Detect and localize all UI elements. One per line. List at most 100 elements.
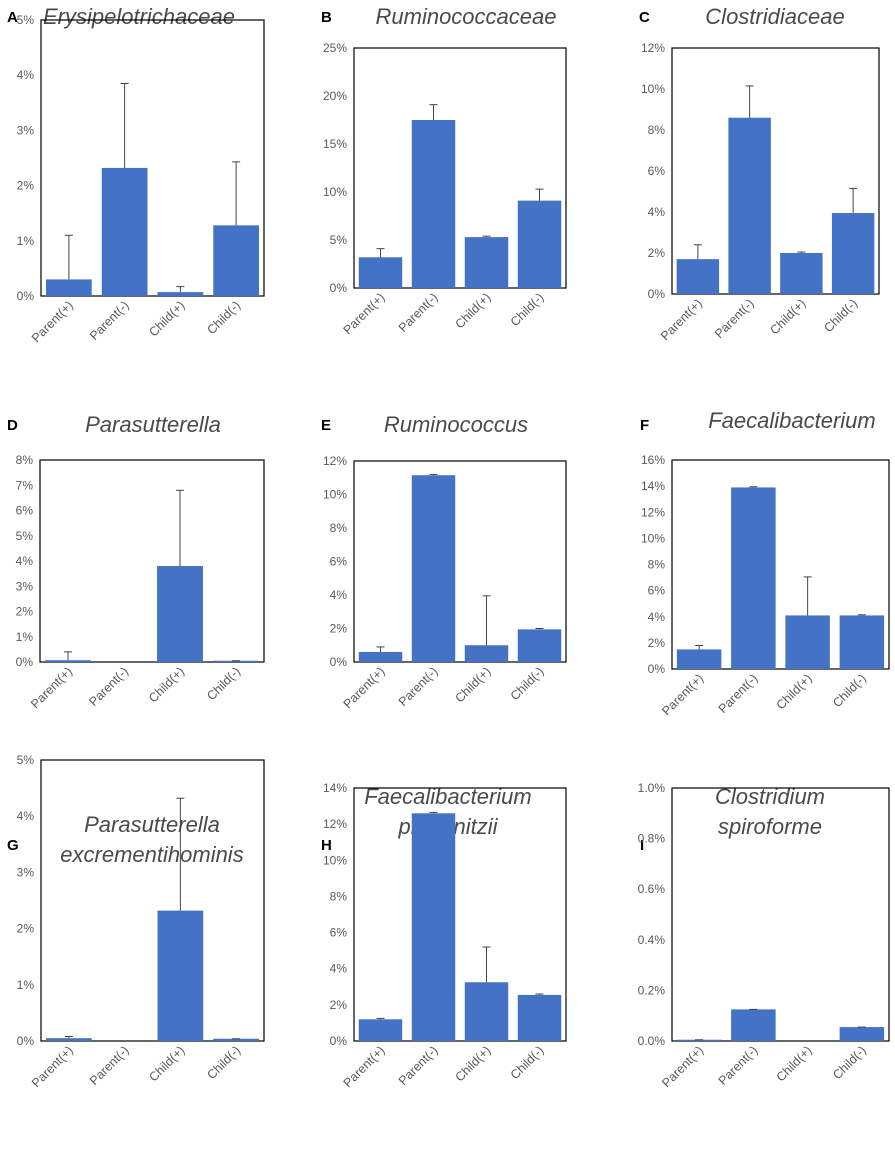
chart-title: excrementihominis	[60, 842, 243, 867]
y-tick-label: 6%	[16, 504, 34, 518]
bar-childneg	[517, 994, 562, 1041]
y-tick-label: 8%	[330, 521, 348, 535]
y-tick-label: 7%	[16, 478, 34, 492]
y-tick-label: 0%	[17, 289, 35, 303]
y-tick-label: 10%	[641, 531, 665, 545]
panel-a: A Erysipelotrichaceae 0% 1% 2% 3% 4% 5% Parent(+…	[7, 4, 265, 345]
plot-frame	[353, 47, 567, 289]
y-tick-label: 6%	[648, 164, 666, 178]
x-tick-label: Child(-)	[508, 664, 547, 703]
x-tick-label: Parent(+)	[341, 290, 388, 337]
x-tick-label: Child(+)	[774, 671, 815, 712]
y-tick-label: 0%	[648, 662, 666, 676]
x-tick-label: Child(-)	[204, 1043, 243, 1082]
plot-frame	[40, 19, 265, 297]
x-tick-label: Parent(+)	[29, 1043, 76, 1090]
bar-parentpos	[676, 1039, 722, 1041]
x-tick-label: Parent(-)	[712, 296, 757, 341]
y-tick-label: 12%	[641, 505, 665, 519]
bar-childneg	[839, 1027, 885, 1041]
plot-frame	[353, 787, 567, 1042]
bar-childpos	[157, 910, 204, 1041]
panel-e: E Ruminococcus 0% 2% 4% 6% 8% 10% 12% Parent(+) Pa…	[321, 412, 567, 711]
chart-title: Clostridiaceae	[705, 4, 844, 29]
bar-parentpos	[358, 651, 403, 662]
y-tick-label: 0.4%	[638, 933, 666, 947]
y-tick-label: 14%	[323, 781, 347, 795]
panel-i: IClostridiumspiroforme0.0%0.2%0.4%0.6%0.…	[638, 781, 890, 1090]
x-tick-label: Parent(+)	[29, 298, 76, 345]
x-tick-label: Child(+)	[453, 1043, 494, 1084]
x-tick-label: Child(-)	[204, 664, 243, 703]
y-tick-label: 2%	[17, 179, 35, 193]
panel-b: B Ruminococcaceae 0% 5% 10% 15% 20% 25% Parent(+…	[321, 4, 567, 337]
bar-childneg	[213, 225, 259, 296]
y-tick-label: 0%	[330, 281, 348, 295]
bar-parentneg	[728, 117, 771, 294]
x-tick-label: Child(+)	[774, 1043, 815, 1084]
chart-title: Ruminococcaceae	[376, 4, 557, 29]
y-tick-label: 16%	[641, 453, 665, 467]
y-tick-label: 5%	[17, 13, 35, 27]
x-tick-label: Child(-)	[204, 298, 243, 337]
panel-letter: D	[7, 417, 18, 434]
x-tick-label: Parent(+)	[658, 296, 705, 343]
y-tick-label: 0%	[17, 1034, 35, 1048]
y-tick-label: 1%	[17, 978, 35, 992]
x-tick-label: Parent(-)	[396, 1043, 441, 1088]
y-tick-label: 5%	[330, 233, 348, 247]
y-tick-label: 8%	[648, 558, 666, 572]
y-tick-label: 2%	[648, 246, 666, 260]
bar-childneg	[517, 200, 562, 288]
y-tick-label: 25%	[323, 41, 347, 55]
x-tick-label: Parent(+)	[28, 664, 75, 711]
panel-letter: G	[7, 837, 19, 854]
y-tick-label: 10%	[323, 853, 347, 867]
x-tick-label: Parent(-)	[87, 1043, 132, 1088]
y-tick-label: 2%	[330, 622, 348, 636]
y-tick-label: 2%	[330, 998, 348, 1012]
y-tick-label: 15%	[323, 137, 347, 151]
y-tick-label: 0%	[330, 1034, 348, 1048]
x-tick-label: Child(-)	[830, 1043, 869, 1082]
y-tick-label: 4%	[648, 610, 666, 624]
plot-frame	[671, 47, 880, 295]
bar-childpos	[157, 566, 203, 662]
plot-frame	[353, 460, 567, 663]
x-tick-label: Parent(-)	[716, 671, 761, 716]
bar-parentpos	[46, 279, 92, 296]
y-tick-label: 4%	[648, 205, 666, 219]
y-tick-label: 0.6%	[638, 882, 666, 896]
y-tick-label: 1%	[17, 234, 35, 248]
bar-childpos	[464, 645, 509, 662]
y-tick-label: 0%	[648, 287, 666, 301]
y-tick-label: 12%	[323, 454, 347, 468]
y-tick-label: 10%	[641, 82, 665, 96]
y-tick-label: 2%	[16, 605, 34, 619]
chart-title: Ruminococcus	[384, 412, 528, 437]
panel-d: D Parasutterella 0% 1% 2% 3% 4% 5% 6% 7% 8% Parent(…	[7, 412, 265, 711]
y-tick-label: 4%	[17, 68, 35, 82]
x-tick-label: Parent(-)	[716, 1043, 761, 1088]
bar-parentpos	[676, 649, 722, 669]
y-tick-label: 10%	[323, 185, 347, 199]
y-tick-label: 4%	[330, 588, 348, 602]
y-tick-label: 8%	[648, 123, 666, 137]
plot-frame	[671, 459, 890, 670]
panel-letter: H	[321, 837, 332, 854]
x-tick-label: Child(+)	[453, 664, 494, 705]
x-tick-label: Parent(-)	[87, 298, 132, 343]
y-tick-label: 5%	[17, 753, 35, 767]
y-tick-label: 3%	[17, 865, 35, 879]
chart-title: spiroforme	[718, 814, 822, 839]
x-tick-label: Parent(+)	[341, 664, 388, 711]
y-tick-label: 2%	[648, 636, 666, 650]
y-tick-label: 0.8%	[638, 832, 666, 846]
x-tick-label: Child(+)	[146, 664, 187, 705]
bar-childpos	[780, 253, 823, 294]
y-tick-label: 14%	[641, 479, 665, 493]
y-tick-label: 10%	[323, 488, 347, 502]
y-tick-label: 0%	[16, 655, 34, 669]
panel-letter: I	[640, 837, 644, 854]
